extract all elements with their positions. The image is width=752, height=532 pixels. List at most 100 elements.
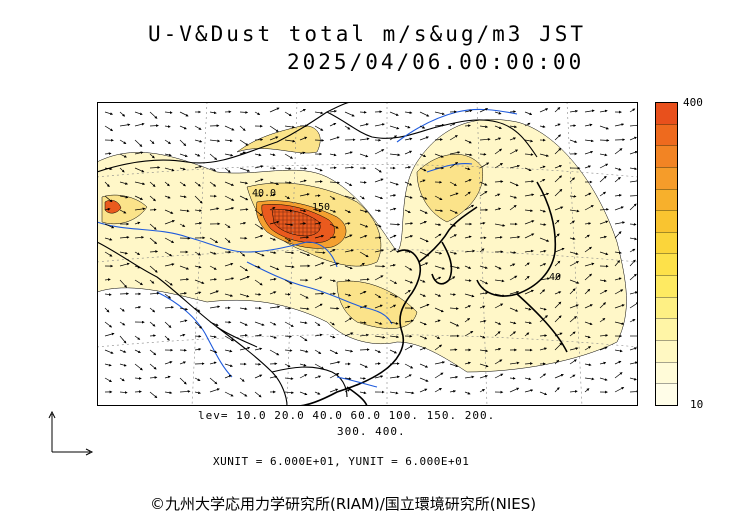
wind-arrow xyxy=(629,108,636,113)
wind-arrow xyxy=(134,236,145,239)
wind-arrow xyxy=(239,208,249,211)
wind-arrow xyxy=(329,109,337,113)
wind-arrow xyxy=(554,291,562,295)
wind-arrow xyxy=(119,181,129,185)
wind-arrow xyxy=(599,235,607,239)
wind-arrow xyxy=(284,167,292,170)
wind-arrow xyxy=(314,303,323,309)
wind-arrow xyxy=(239,110,249,114)
wind-arrow xyxy=(134,122,145,127)
wind-arrow xyxy=(494,321,502,325)
wind-arrow xyxy=(119,153,127,158)
wind-arrow xyxy=(134,279,143,286)
wind-arrow xyxy=(419,303,430,309)
wind-arrow xyxy=(119,167,125,173)
wind-arrow xyxy=(389,375,400,379)
wind-arrow xyxy=(434,195,443,201)
wind-arrow xyxy=(314,194,321,198)
wind-arrow xyxy=(614,360,622,365)
wind-arrow xyxy=(434,265,446,270)
wind-arrow xyxy=(314,333,323,337)
wind-arrow xyxy=(584,346,592,351)
wind-arrow xyxy=(224,125,235,131)
wind-arrow xyxy=(119,195,129,199)
wind-arrow xyxy=(344,293,352,297)
wind-arrow xyxy=(239,251,246,257)
wind-arrow xyxy=(464,361,471,365)
wind-arrow xyxy=(149,124,159,128)
wind-arrow xyxy=(389,181,399,186)
wind-arrow xyxy=(509,290,520,295)
wind-arrow xyxy=(254,265,261,269)
wind-arrow xyxy=(164,153,172,157)
wind-arrow xyxy=(269,321,277,326)
wind-arrow xyxy=(554,219,560,225)
wind-arrow xyxy=(464,153,473,157)
wind-arrow xyxy=(539,165,546,169)
wind-arrow xyxy=(344,332,354,337)
wind-arrow xyxy=(284,237,292,242)
wind-arrow xyxy=(569,331,576,337)
wind-arrow xyxy=(434,293,442,297)
wind-arrow xyxy=(314,251,326,255)
wind-arrow xyxy=(629,248,636,253)
wind-arrow xyxy=(329,349,339,355)
wind-arrow xyxy=(419,237,429,243)
wind-arrow xyxy=(269,349,280,356)
wind-arrow xyxy=(104,125,114,132)
wind-arrow xyxy=(479,221,486,225)
wind-arrow xyxy=(359,262,365,267)
wind-arrow xyxy=(554,315,562,323)
wind-arrow xyxy=(269,305,281,309)
wind-arrow xyxy=(614,321,625,325)
wind-arrow xyxy=(404,391,415,395)
wind-arrow xyxy=(614,123,625,127)
wind-arrow xyxy=(329,209,337,213)
wind-arrow xyxy=(524,122,531,127)
wind-arrow xyxy=(479,363,489,368)
wind-arrow xyxy=(209,349,218,354)
wind-arrow xyxy=(554,359,560,365)
wind-arrow xyxy=(179,319,188,323)
wind-arrow xyxy=(329,153,337,157)
wind-arrow xyxy=(164,220,175,225)
wind-arrow xyxy=(359,110,367,114)
wind-arrow xyxy=(479,248,485,253)
wind-arrow xyxy=(254,111,261,115)
wind-arrow xyxy=(179,361,187,365)
wind-arrow xyxy=(434,111,445,116)
dust-high-area xyxy=(104,200,347,249)
wind-arrow xyxy=(269,265,280,271)
wind-arrow xyxy=(404,222,414,225)
wind-arrow xyxy=(314,111,324,115)
wind-arrow xyxy=(239,275,250,281)
dust-wind-map: 40.0 150 40 xyxy=(97,102,638,406)
wind-arrow xyxy=(464,109,473,113)
wind-arrow xyxy=(494,331,501,337)
wind-arrow xyxy=(149,111,158,119)
wind-arrow xyxy=(254,293,262,296)
wind-arrow xyxy=(539,209,546,213)
wind-arrow xyxy=(329,181,340,185)
wind-arrow xyxy=(359,195,365,200)
wind-arrow xyxy=(104,321,113,328)
wind-arrow xyxy=(299,151,306,155)
wind-arrow xyxy=(299,374,308,379)
wind-arrow xyxy=(359,376,366,380)
wind-arrow xyxy=(449,321,460,327)
wind-arrow xyxy=(179,377,187,385)
wind-arrow xyxy=(629,259,636,267)
wind-arrow xyxy=(584,363,592,367)
wind-arrow xyxy=(434,319,441,323)
colorbar-swatch xyxy=(656,103,677,124)
wind-arrow xyxy=(179,111,189,117)
wind-arrow xyxy=(329,335,336,339)
wind-arrow xyxy=(539,315,548,323)
wind-arrow xyxy=(179,139,187,147)
wind-arrow xyxy=(104,223,115,229)
wind-arrow xyxy=(224,139,233,143)
contour-label: 40 xyxy=(549,272,561,283)
wind-arrow xyxy=(554,342,563,351)
wind-arrow xyxy=(374,375,384,379)
wind-arrow xyxy=(134,221,141,225)
